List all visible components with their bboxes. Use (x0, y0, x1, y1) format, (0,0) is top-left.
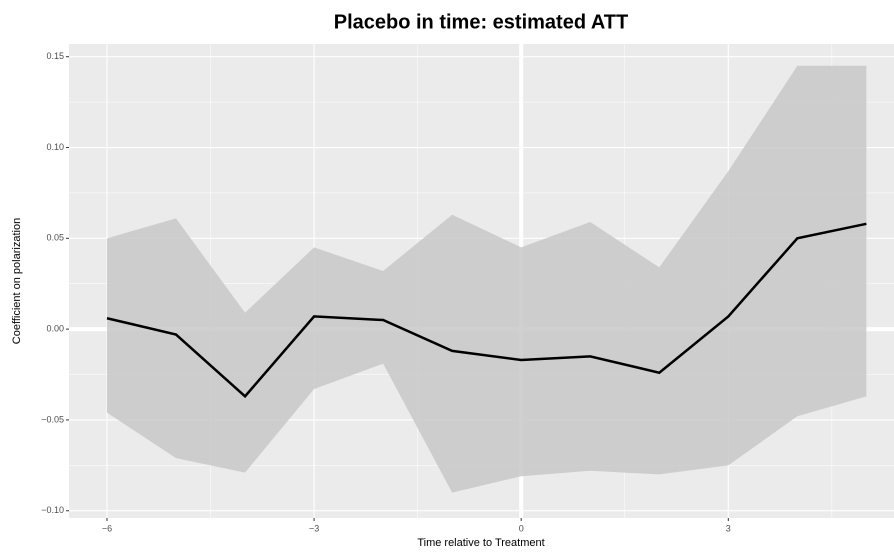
y-tick-label: 0.05 (46, 233, 64, 243)
x-tick-label: −6 (102, 523, 112, 533)
y-tick-label: 0.10 (46, 142, 64, 152)
x-tick-label: 3 (726, 523, 731, 533)
confidence-band (106, 65, 867, 493)
estimate-line (106, 222, 867, 399)
y-tick-label: −0.10 (41, 505, 64, 515)
y-tick-label: −0.05 (41, 414, 64, 424)
chart-title: Placebo in time: estimated ATT (334, 11, 629, 33)
y-axis-label: Coefficient on polarization (11, 218, 23, 344)
y-tick-label: 0.15 (46, 51, 64, 61)
x-axis-label: Time relative to Treatment (417, 537, 544, 549)
x-tick-label: 0 (519, 523, 524, 533)
x-tick-label: −3 (309, 523, 319, 533)
y-tick-label: 0.00 (46, 324, 64, 334)
